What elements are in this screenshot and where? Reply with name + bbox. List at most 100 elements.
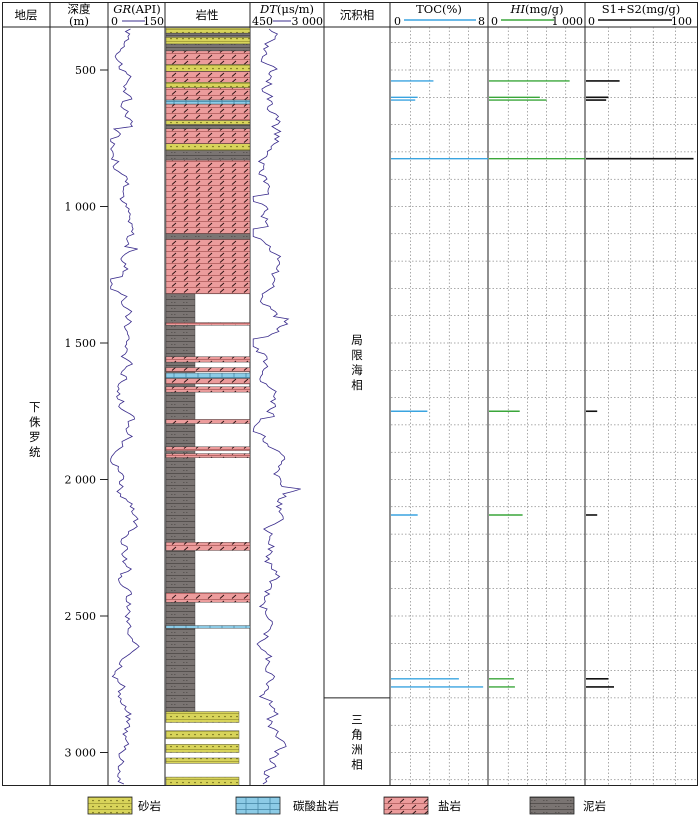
gr-header: GR(API) xyxy=(113,2,160,16)
s-header: S1+S2(mg/g) xyxy=(602,2,681,16)
lith-mudstone xyxy=(165,293,196,712)
lith-salt xyxy=(165,159,251,234)
lith-sandstone xyxy=(165,120,251,125)
lith-salt xyxy=(165,356,251,363)
toc-header: TOC(%) xyxy=(416,2,462,16)
dt-header: DT(μs/m) xyxy=(259,2,314,16)
lith-sandstone xyxy=(165,82,251,88)
facies-label: 相 xyxy=(351,757,363,771)
dt-header-name: DT xyxy=(259,2,278,16)
lith-salt xyxy=(165,87,251,101)
lith-sandstone xyxy=(165,776,240,786)
facies-label: 限 xyxy=(351,348,363,362)
lith-sandstone xyxy=(165,27,251,34)
legend-swatch-carbonate xyxy=(235,796,281,815)
lithology-column xyxy=(165,27,251,786)
facies-label: 三 xyxy=(351,712,363,726)
lith-salt xyxy=(165,71,251,83)
lith-salt xyxy=(165,322,251,326)
hi-header: HI(mg/g) xyxy=(509,2,563,16)
depth-tick-label: 3 000 xyxy=(65,747,97,760)
depth-axis: 500 1 000 1 500 2 000 2 500 3 000 xyxy=(65,64,108,760)
legend-label-carbonate: 碳酸盐岩 xyxy=(293,799,339,813)
hi-header-name: HI xyxy=(509,2,525,16)
dt-header-unit: (μs/m) xyxy=(277,2,314,16)
depth-tick-label: 1 000 xyxy=(65,201,97,214)
gr-curve-line xyxy=(110,28,140,785)
lith-salt xyxy=(165,592,251,603)
geochem-grids xyxy=(391,27,698,786)
lith-salt xyxy=(165,239,251,295)
s-scale-min: 0 xyxy=(588,15,595,28)
dt-scale-max: 3 000 xyxy=(292,15,324,28)
hi-scale-max: 1 000 xyxy=(552,15,584,28)
lith-sandstone xyxy=(165,711,240,723)
stratum-header: 地层 xyxy=(15,8,38,22)
facies-label: 洲 xyxy=(351,742,363,756)
gr-scale-max: 150 xyxy=(143,15,164,28)
lith-mudstone xyxy=(165,233,251,240)
lith-salt xyxy=(165,367,251,372)
lith-mudstone xyxy=(165,150,251,161)
legend-swatch-sandstone xyxy=(87,796,133,815)
stratum-name: 下 侏 罗 统 xyxy=(29,400,44,459)
facies-label: 角 xyxy=(351,727,363,741)
gr-header-unit: (API) xyxy=(131,2,161,16)
toc-scale-max: 8 xyxy=(478,15,485,28)
hi-header-unit: (mg/g) xyxy=(525,2,563,16)
lith-mudstone xyxy=(165,43,251,52)
dt-scale-min: 450 xyxy=(252,15,273,28)
legend-label-salt: 盐岩 xyxy=(438,799,461,813)
depth-header: 深度 xyxy=(68,2,91,16)
gr-header-name: GR xyxy=(113,2,131,16)
depth-tick-label: 500 xyxy=(75,64,96,77)
lith-sandstone xyxy=(165,757,240,764)
gr-curve xyxy=(110,28,140,785)
lithology-header: 岩性 xyxy=(196,8,219,22)
lithology-legend: 砂岩 碳酸盐岩 盐岩 泥岩 xyxy=(87,796,606,815)
facies-label: 局 xyxy=(351,333,363,347)
lith-mudstone xyxy=(165,124,251,129)
depth-tick-label: 1 500 xyxy=(65,337,97,350)
lith-salt xyxy=(165,103,251,121)
facies-label: 海 xyxy=(351,363,363,377)
lith-salt xyxy=(165,453,251,458)
s-scale-max: 100 xyxy=(671,15,692,28)
facies-label: 相 xyxy=(351,378,363,392)
depth-tick-label: 2 000 xyxy=(65,474,97,487)
legend-label-sandstone: 砂岩 xyxy=(138,799,161,813)
lith-sandstone xyxy=(165,143,251,151)
lith-salt xyxy=(165,386,251,393)
lith-carbonate xyxy=(165,99,251,105)
lith-salt xyxy=(165,542,251,551)
geochem-bars xyxy=(391,80,694,688)
lith-sandstone xyxy=(165,744,240,753)
gr-scale-min: 0 xyxy=(111,15,118,28)
log-frame xyxy=(2,2,698,786)
lith-carbonate xyxy=(165,625,251,629)
lith-sandstone xyxy=(165,64,251,72)
stratum-name-c2: 侏 xyxy=(29,415,41,429)
legend-label-mudstone: 泥岩 xyxy=(583,799,606,813)
hi-scale-min: 0 xyxy=(491,15,498,28)
dt-curve xyxy=(252,28,301,785)
lith-sandstone xyxy=(165,37,251,45)
lith-salt xyxy=(165,50,251,65)
lith-salt xyxy=(165,419,251,424)
depth-unit: (m) xyxy=(69,14,89,28)
dt-curve-line xyxy=(252,28,301,785)
stratum-name-c4: 统 xyxy=(29,445,41,459)
depth-tick-label: 2 500 xyxy=(65,610,97,623)
lith-salt xyxy=(165,378,251,385)
lith-mudstone xyxy=(165,32,251,38)
toc-scale-min: 0 xyxy=(394,15,401,28)
stratum-name-c1: 下 xyxy=(29,400,41,414)
legend-swatch-mudstone xyxy=(529,796,575,815)
lith-salt xyxy=(165,446,251,452)
lith-carbonate xyxy=(165,372,251,379)
lith-salt xyxy=(165,128,251,144)
facies-header: 沉积相 xyxy=(340,8,375,22)
legend-swatch-salt xyxy=(383,796,429,815)
